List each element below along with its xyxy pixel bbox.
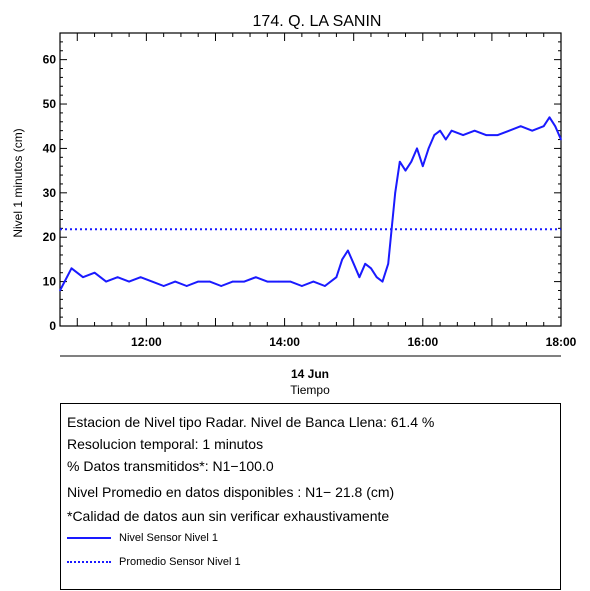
info-quality-note: *Calidad de datos aun sin verificar exha… (67, 508, 390, 524)
sensor-data-point (427, 147, 430, 150)
sensor-data-point (174, 280, 176, 283)
legend-dotted-swatch (67, 561, 111, 564)
sensor-data-point (128, 280, 130, 283)
sensor-data-point (381, 280, 384, 283)
sensor-data-point (398, 160, 401, 163)
y-tick-label: 20 (43, 230, 57, 244)
legend-label-average: Promedio Sensor Nivel 1 (119, 556, 241, 568)
sensor-data-point (421, 165, 424, 167)
sensor-data-point (105, 280, 107, 283)
legend-label-sensor: Nivel Sensor Nivel 1 (119, 532, 219, 544)
x-axis-label: Tiempo (290, 383, 330, 397)
info-data-transmitted: % Datos transmitidos*: N1−100.0 (67, 458, 274, 474)
y-tick-label: 60 (43, 53, 57, 67)
sensor-data-point (220, 285, 223, 287)
sensor-level-line (59, 116, 562, 291)
sensor-data-point (390, 227, 393, 230)
info-time-resolution: Resolucion temporal: 1 minutos (67, 436, 264, 452)
sensor-data-point (341, 258, 343, 261)
sensor-data-point (162, 285, 165, 287)
sensor-data-point (554, 125, 557, 128)
y-axis-label: Nivel 1 minutos (cm) (11, 128, 25, 237)
sensor-data-point (445, 138, 447, 141)
sensor-data-point (197, 280, 200, 283)
plot-area: 0 10 20 30 40 50 60 12:00 14:00 16:00 18:00 (43, 32, 577, 349)
sensor-data-point (485, 134, 487, 136)
sensor-data-point (93, 271, 96, 274)
x-tick-label: 16:00 (407, 335, 438, 349)
sensor-data-point (59, 289, 61, 292)
chart: 174. Q. LA SANIN Nivel 1 minutos (cm) 0 1… (11, 13, 577, 397)
sensor-data-point (519, 125, 522, 128)
x-date-label: 14 Jun (291, 367, 329, 381)
legend-solid-swatch (67, 537, 111, 540)
legend-item-average: Promedio Sensor Nivel 1 (67, 556, 241, 568)
sensor-data-point (387, 263, 390, 265)
sensor-data-point (151, 280, 153, 283)
sensor-data-point (82, 276, 84, 278)
sensor-data-point (450, 129, 453, 132)
sensor-data-point (496, 134, 499, 136)
y-tick-label: 0 (49, 319, 56, 333)
sensor-data-point (352, 263, 355, 265)
sensor-data-point (208, 280, 211, 283)
sensor-data-point (508, 129, 510, 132)
sensor-data-point (416, 147, 418, 150)
sensor-data-point (462, 134, 464, 136)
sensor-data-point (560, 138, 562, 141)
sensor-data-point (410, 160, 413, 163)
sensor-data-point (231, 280, 234, 283)
info-average-level: Nivel Promedio en datos disponibles : N1… (67, 484, 395, 500)
sensor-data-point (375, 276, 378, 278)
sensor-data-point (433, 134, 436, 136)
plot-frame (59, 32, 562, 327)
y-tick-label: 40 (43, 141, 57, 155)
sensor-data-point (289, 280, 292, 283)
legend-item-sensor: Nivel Sensor Nivel 1 (67, 532, 218, 544)
sensor-data-point (370, 267, 372, 270)
sensor-data-point (243, 280, 246, 283)
sensor-data-point (347, 249, 349, 252)
x-tick-label: 18:00 (546, 335, 577, 349)
info-station-type: Estacion de Nivel tipo Radar. Nivel de B… (67, 414, 435, 430)
sensor-data-point (70, 267, 73, 270)
sensor-data-point (358, 276, 361, 278)
x-tick-label: 14:00 (269, 335, 300, 349)
sensor-data-point (278, 280, 280, 283)
sensor-data-point (254, 276, 257, 278)
sensor-data-point (364, 263, 367, 265)
sensor-data-point (312, 280, 315, 283)
sensor-data-point (548, 116, 551, 119)
sensor-data-point (266, 280, 269, 283)
sensor-data-point (394, 192, 396, 194)
sensor-data-point (185, 285, 188, 287)
sensor-data-point (404, 169, 407, 172)
sensor-data-point (473, 129, 476, 132)
sensor-data-point (324, 285, 326, 287)
y-tick-label: 30 (43, 186, 57, 200)
chart-title: 174. Q. LA SANIN (253, 13, 382, 30)
sensor-data-point (542, 125, 545, 128)
sensor-data-point (531, 129, 534, 132)
sensor-data-point (439, 129, 441, 132)
sensor-data-point (139, 276, 142, 278)
sensor-data-point (116, 276, 119, 278)
x-tick-label: 12:00 (131, 335, 162, 349)
sensor-data-point (335, 276, 338, 278)
sensor-data-point (301, 285, 303, 287)
info-legend-box: Estacion de Nivel tipo Radar. Nivel de B… (60, 403, 561, 590)
y-tick-label: 50 (43, 97, 57, 111)
y-tick-label: 10 (43, 275, 57, 289)
